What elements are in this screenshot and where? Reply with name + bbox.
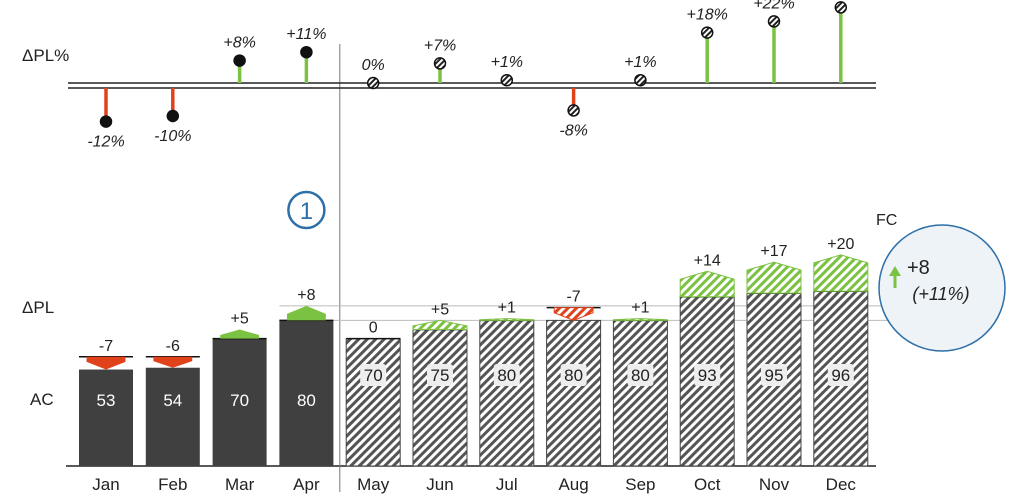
value-label-bg-nov [761,364,787,386]
delta-label-feb: -6 [166,338,180,355]
month-label-feb: Feb [158,475,187,494]
value-label-bg-aug [560,364,587,386]
bar-sep [612,319,668,467]
delta-label-nov: +17 [760,243,787,260]
month-label-mar: Mar [225,475,255,494]
value-label-feb: 54 [163,391,182,410]
marker-circle [287,190,326,230]
pct-dot-apr [300,45,313,59]
delta-label-jul: +1 [498,300,516,317]
delta-label-mar: +5 [230,311,248,328]
total-pct: (+11%) [912,284,969,304]
pct-label-sep: +1% [624,54,656,71]
pct-dot-nov [767,15,781,28]
delta-shape-apr [286,305,326,321]
pct-dot-mar [233,54,246,67]
value-label-bg-dec [827,364,854,386]
delta-shape-jan [86,356,126,370]
pct-label-nov: +22% [753,0,794,12]
fc-label: FC [876,212,897,229]
delta-label-jan: -7 [99,338,113,355]
delta-shape-nov [746,261,802,294]
pct-dot-feb [166,109,180,123]
value-label-bg-jun [427,364,453,386]
pct-row-label: ΔPL% [22,46,70,65]
delta-label-aug: -7 [566,289,580,306]
month-label-nov: Nov [759,475,790,494]
pct-dot-aug [567,104,580,117]
month-label-jul: Jul [496,475,518,494]
value-label-bg-jul [493,364,520,386]
total-circle [878,224,1006,352]
pct-dot-jan [99,115,113,128]
month-label-jan: Jan [92,475,119,494]
delta-shape-jul [479,318,535,321]
bar-jan [79,369,133,466]
month-label-jun: Jun [426,475,453,494]
pct-dot-may [366,76,380,90]
value-label-aug: 80 [564,366,583,385]
value-label-jan: 53 [97,391,116,410]
pct-label-oct: +18% [687,7,728,24]
value-label-nov: 95 [765,366,784,385]
total-arrow-head [889,266,901,276]
month-label-oct: Oct [694,475,721,494]
bar-mar [212,338,267,466]
value-label-may: 70 [364,366,383,385]
pct-label-jun: +7% [424,37,456,54]
bar-aug [546,319,602,467]
delta-shape-dec [813,254,869,292]
ac-row-label: AC [30,390,54,409]
value-label-jul: 80 [497,366,516,385]
delta-shape-feb [153,356,193,368]
chart-marks: 53 -7 Jan -12% 54 -6 Feb -10% 70 +5 Mar +8% 80 +8 Apr +… [79,0,1006,494]
value-label-sep: 80 [631,366,650,385]
value-label-apr: 80 [297,391,316,410]
bar-apr [279,320,334,466]
delta-shape-sep [612,318,668,321]
pct-dot-jul [500,73,514,87]
delta-shape-mar [220,329,260,339]
delta-label-sep: +1 [631,300,649,317]
delta-label-jun: +5 [431,301,449,318]
delta-label-apr: +8 [297,287,315,304]
delta-shape-aug [553,307,594,321]
pct-label-mar: +8% [223,35,255,52]
value-label-bg-sep [627,364,654,386]
value-label-bg-oct [694,364,721,386]
total-value: +8 [907,257,930,279]
pct-dot-sep [634,73,647,87]
month-label-sep: Sep [625,475,655,494]
delta-label-may: 0 [369,320,378,337]
pct-label-feb: -10% [154,128,191,145]
month-label-may: May [357,475,390,494]
month-label-aug: Aug [558,475,588,494]
pct-label-aug: -8% [559,122,587,139]
marker-number: 1 [300,198,313,225]
pct-label-jul: +1% [491,54,523,71]
value-label-mar: 70 [230,391,249,410]
delta-row-label: ΔPL [22,298,55,317]
pct-dot-oct [700,26,714,39]
month-label-dec: Dec [826,475,857,494]
pct-label-jan: -12% [87,134,124,151]
bar-feb [145,367,200,466]
bar-jun [412,329,468,467]
delta-label-dec: +20 [827,236,854,253]
month-label-apr: Apr [293,475,320,494]
bar-jul [479,319,535,467]
value-label-oct: 93 [698,366,717,385]
delta-label-oct: +14 [694,252,721,269]
pct-label-may: 0% [362,57,385,74]
bar-may [345,338,401,467]
value-label-dec: 96 [831,366,850,385]
pct-dot-dec [834,1,848,14]
pct-label-apr: +11% [286,26,326,43]
pct-dot-jun [433,57,447,70]
value-label-bg-may [360,364,387,386]
delta-shape-jun [412,319,468,330]
delta-shape-oct [679,270,735,298]
value-label-jun: 75 [431,366,450,385]
